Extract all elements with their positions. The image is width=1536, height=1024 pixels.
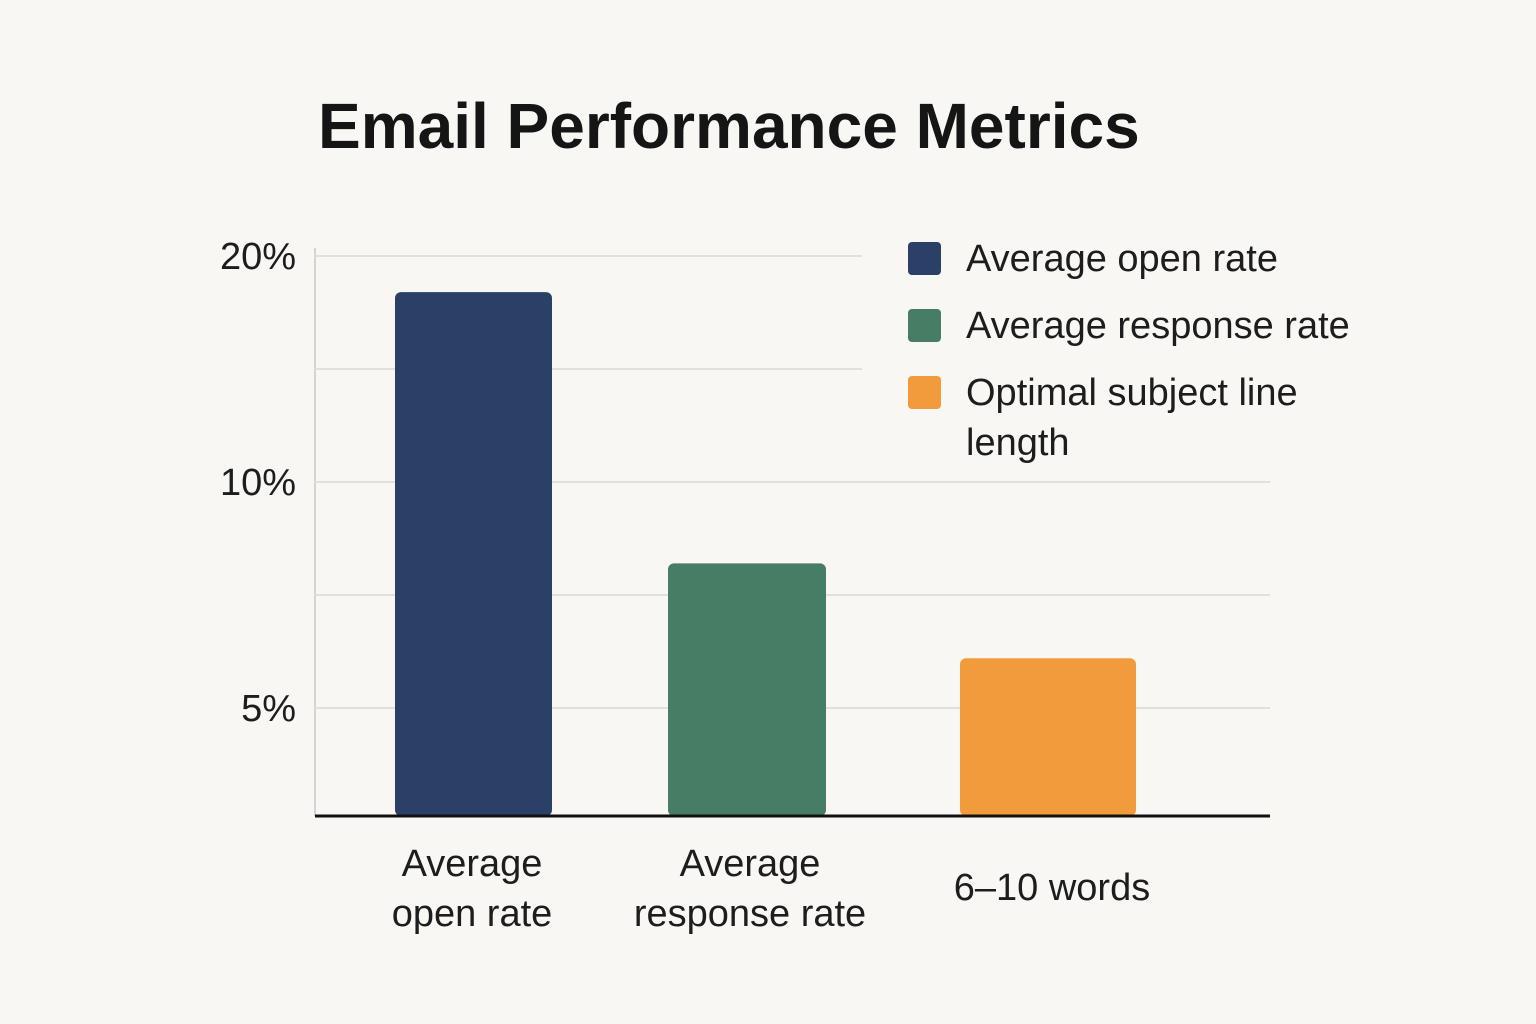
legend-swatch bbox=[908, 242, 941, 275]
x-category-label: 6–10 words bbox=[954, 867, 1150, 909]
legend-item: Optimal subject line length bbox=[908, 372, 1298, 464]
y-axis-ticks: 20% 10% 5% bbox=[220, 236, 296, 730]
x-category-label: Average response rate bbox=[634, 843, 866, 935]
legend-label: Average response rate bbox=[966, 305, 1350, 347]
legend-label-line: length bbox=[966, 422, 1070, 464]
x-category-label: Average open rate bbox=[392, 843, 553, 935]
x-category-label-line: Average bbox=[680, 843, 821, 885]
legend-item: Average open rate bbox=[908, 238, 1278, 280]
bars bbox=[395, 292, 1136, 816]
chart-title: Email Performance Metrics bbox=[318, 90, 1140, 162]
legend-swatch bbox=[908, 309, 941, 342]
y-tick-label: 5% bbox=[241, 688, 296, 730]
legend-swatch bbox=[908, 376, 941, 409]
x-axis-labels: Average open rate Average response rate 6–10… bbox=[392, 843, 1151, 935]
x-category-label-line: response rate bbox=[634, 893, 866, 935]
legend-label-line: Average open rate bbox=[966, 238, 1278, 280]
bar-2 bbox=[668, 563, 826, 816]
y-tick-label: 20% bbox=[220, 236, 296, 278]
y-tick-label: 10% bbox=[220, 462, 296, 504]
legend-label-line: Average response rate bbox=[966, 305, 1350, 347]
legend-label-line: Optimal subject line bbox=[966, 372, 1298, 414]
x-category-label-line: Average bbox=[402, 843, 543, 885]
legend: Average open rate Average response rate Op… bbox=[908, 238, 1350, 464]
bar-1 bbox=[395, 292, 552, 816]
bar-3 bbox=[960, 658, 1136, 816]
x-category-label-line: open rate bbox=[392, 893, 553, 935]
legend-label: Optimal subject line length bbox=[966, 372, 1298, 464]
legend-label: Average open rate bbox=[966, 238, 1278, 280]
x-category-label-line: 6–10 words bbox=[954, 867, 1150, 909]
legend-item: Average response rate bbox=[908, 305, 1350, 347]
